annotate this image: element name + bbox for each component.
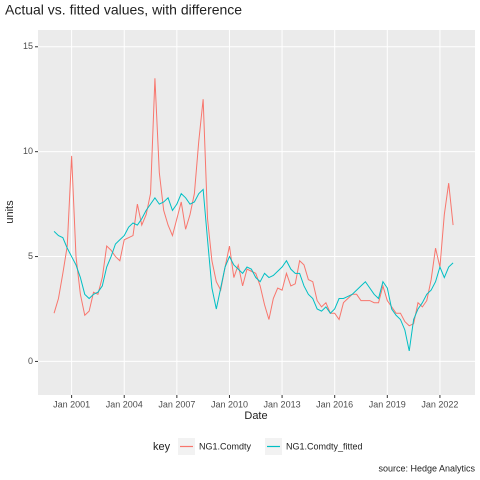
x-tick-label: Jan 2013 — [264, 399, 301, 409]
y-axis-label: units — [4, 200, 16, 224]
x-tick-label: Jan 2010 — [211, 399, 248, 409]
legend-label: NG1.Comdty_fitted — [286, 441, 363, 451]
plot-panel — [38, 30, 475, 395]
y-tick-label: 10 — [23, 146, 33, 156]
x-tick-label: Jan 2001 — [53, 399, 90, 409]
legend-title: key — [153, 441, 171, 453]
caption: source: Hedge Analytics — [378, 463, 475, 473]
x-tick-label: Jan 2016 — [316, 399, 353, 409]
x-axis-label: Date — [244, 410, 267, 422]
x-tick-label: Jan 2007 — [158, 399, 195, 409]
series-line — [53, 188, 454, 352]
y-tick-label: 15 — [23, 41, 33, 51]
legend-label: NG1.Comdty — [199, 441, 252, 451]
chart-title: Actual vs. fitted values, with differenc… — [5, 2, 242, 18]
x-tick-label: Jan 2022 — [421, 399, 458, 409]
y-tick-label: 5 — [28, 251, 33, 261]
x-tick-label: Jan 2019 — [369, 399, 406, 409]
x-tick-label: Jan 2004 — [106, 399, 143, 409]
y-tick-label: 0 — [28, 356, 33, 366]
